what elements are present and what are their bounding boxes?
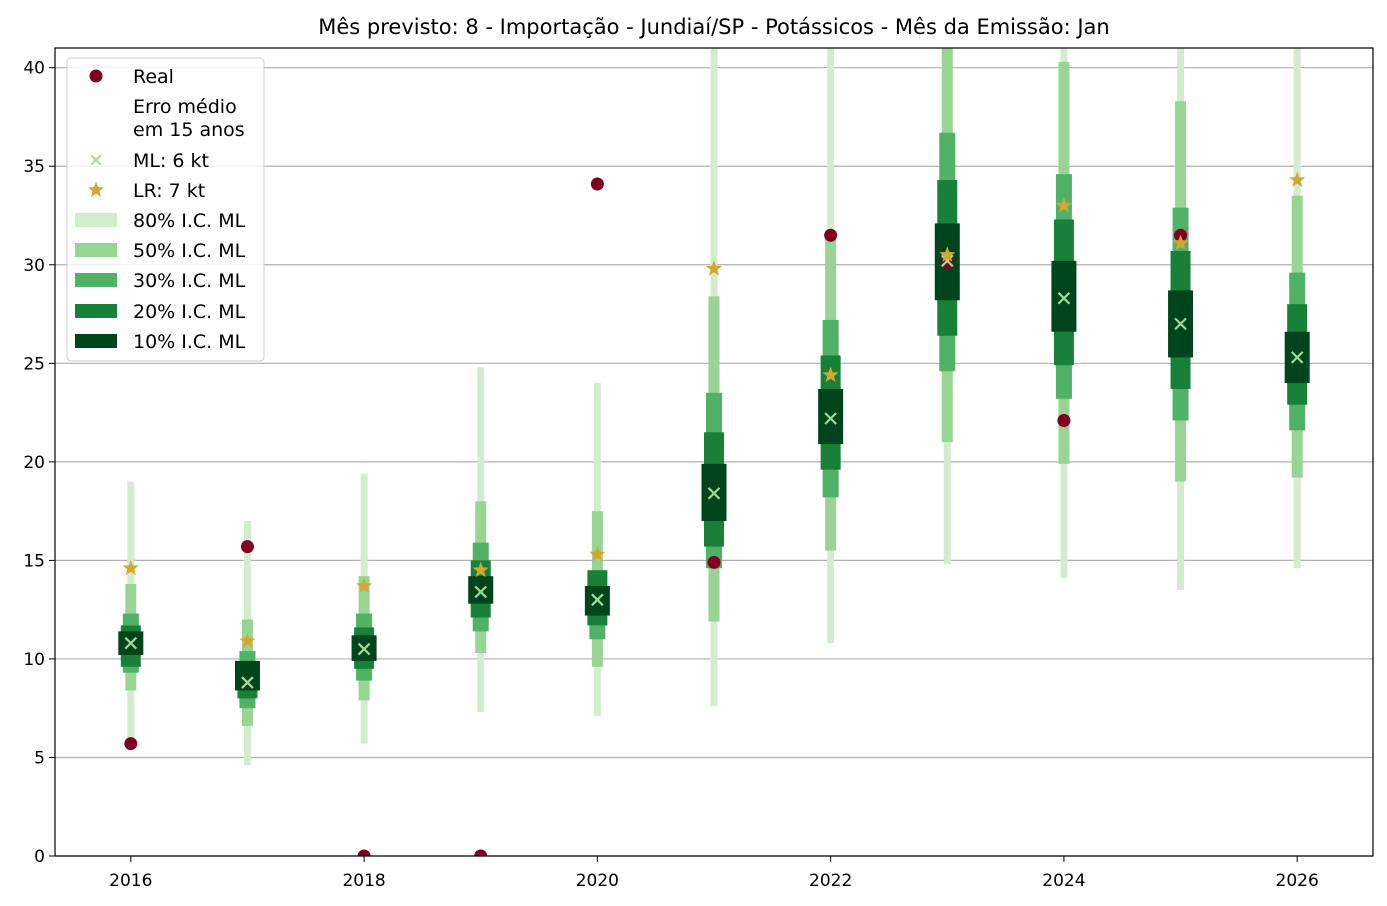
bar-ci10-2024	[1051, 260, 1077, 332]
legend-ci80-swatch	[75, 213, 117, 227]
lr-point-2022	[822, 366, 839, 382]
ml-point-2022-stroke-b	[824, 412, 837, 425]
markers	[122, 171, 1306, 856]
real-point-2020	[590, 177, 604, 191]
real-point-2022	[824, 228, 838, 242]
legend-note-line2: em 15 anos	[133, 119, 245, 141]
ml-point-2026-stroke-b	[1290, 351, 1304, 364]
y-tick-label: 5	[34, 748, 45, 768]
x-tick-label: 2018	[342, 871, 385, 891]
lr-point-2017	[239, 632, 256, 649]
ml-point-2024	[1057, 292, 1071, 305]
legend-ml-marker	[90, 154, 102, 166]
lr-point-2019	[472, 561, 489, 578]
bar-ci10-2017	[234, 660, 260, 691]
ml-point-2018-stroke-b	[357, 642, 371, 656]
chart-title: Mês previsto: 8 - Importação - Jundiaí/S…	[318, 15, 1110, 39]
ml-point-2020	[591, 593, 604, 607]
lr-point-2023	[939, 246, 956, 262]
ml-point-2017-stroke-b	[241, 676, 254, 689]
legend-lr-marker	[87, 181, 105, 197]
ml-point-2021	[707, 487, 721, 500]
x-tick-label: 2016	[109, 871, 152, 891]
y-tick-label: 35	[23, 157, 45, 177]
legend-ci30-swatch	[75, 273, 117, 287]
ml-point-2021-stroke-b	[707, 487, 721, 500]
y-tick-label: 0	[34, 847, 45, 867]
y-tick-label: 20	[23, 453, 45, 473]
ml-point-2019-stroke-b	[474, 585, 488, 599]
legend-ci30-label: 30% I.C. ML	[133, 270, 246, 292]
legend-ci20-label: 20% I.C. ML	[133, 301, 246, 323]
y-tick-label: 30	[23, 256, 45, 276]
ml-point-2016-stroke-b	[124, 636, 138, 650]
legend-ci50-label: 50% I.C. ML	[133, 240, 246, 262]
real-point-2018	[357, 849, 371, 856]
y-tick-label: 15	[23, 551, 45, 571]
ml-point-2026	[1290, 351, 1304, 364]
legend-ci80-label: 80% I.C. ML	[133, 210, 246, 232]
bar-ci10-2019	[468, 576, 494, 604]
real-point-2017	[240, 540, 254, 554]
lr-point-2024	[1055, 197, 1072, 213]
lr-point-2025	[1172, 234, 1189, 250]
y-tick-label: 40	[23, 59, 45, 79]
legend-lr-label: LR: 7 kt	[133, 180, 205, 202]
ml-point-2017	[241, 676, 254, 689]
legend-real-marker	[89, 69, 103, 83]
ml-point-2020-stroke-b	[591, 593, 604, 607]
y-tick-label: 10	[23, 650, 45, 670]
lr-point-2020	[589, 546, 606, 562]
real-point-2024	[1057, 413, 1071, 427]
plot-frame	[54, 47, 1374, 857]
legend-ci50-swatch	[75, 243, 117, 257]
real-point-2016	[124, 737, 138, 751]
lr-point-2026	[1289, 171, 1306, 187]
y-tick-label: 25	[23, 354, 45, 374]
x-tick-label: 2020	[576, 871, 619, 891]
legend-ml-label: ML: 6 kt	[133, 150, 209, 172]
lr-point-2018	[356, 577, 373, 593]
real-point-2021	[707, 555, 721, 569]
legend-real-label: Real	[133, 66, 174, 88]
lr-point-2021	[705, 260, 723, 276]
ml-point-2025	[1174, 317, 1187, 331]
ml-point-2016	[124, 636, 138, 650]
real-point-2019	[474, 849, 488, 856]
bar-ci10-2022	[818, 388, 844, 445]
axes: 0 5 10 15 20 25 30 35 40 2016 2018 2020 2022 2024 2026	[23, 47, 1374, 891]
interval-bars	[118, 48, 1310, 766]
legend-note-line1: Erro médio	[133, 96, 237, 118]
ml-point-2024-stroke-b	[1057, 292, 1071, 305]
ml-point-2025-stroke-b	[1174, 317, 1187, 331]
lr-point-2016	[122, 559, 139, 576]
x-tick-label: 2026	[1276, 871, 1319, 891]
legend-ml-marker-stroke-b	[90, 154, 102, 166]
legend-ci20-swatch	[75, 304, 117, 318]
legend-ci10-swatch	[75, 334, 117, 348]
legend-ci10-label: 10% I.C. ML	[133, 331, 246, 353]
x-tick-label: 2024	[1042, 871, 1085, 891]
ml-point-2019	[474, 585, 488, 599]
ml-point-2022	[824, 412, 837, 425]
x-tick-label: 2022	[809, 871, 852, 891]
ml-point-2018	[357, 642, 371, 656]
